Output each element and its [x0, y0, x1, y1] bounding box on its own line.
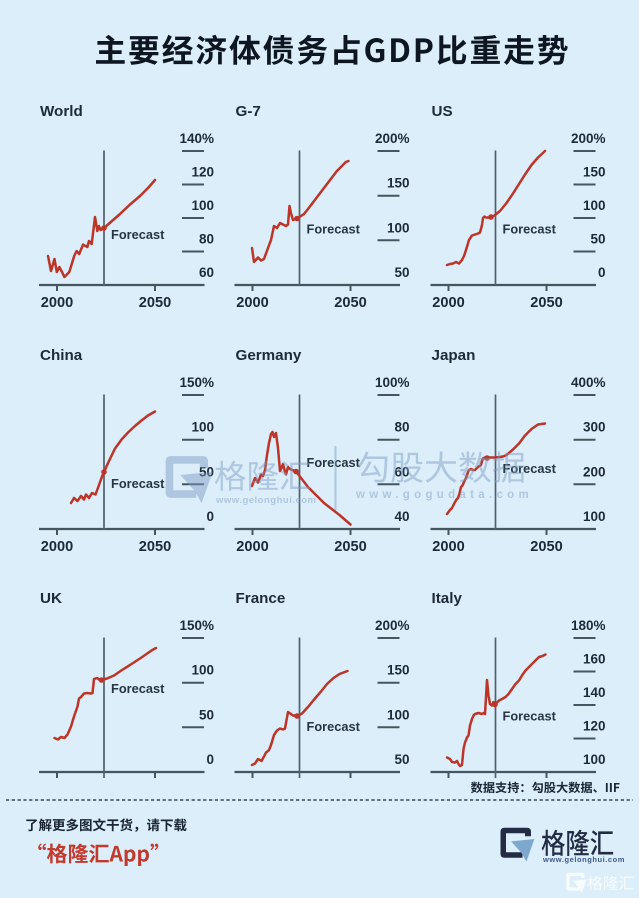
- svg-text:100: 100: [387, 707, 410, 722]
- svg-text:2050: 2050: [139, 295, 171, 311]
- svg-text:2050: 2050: [334, 295, 366, 311]
- svg-text:40: 40: [394, 509, 409, 524]
- svg-text:50: 50: [199, 464, 214, 479]
- svg-text:50: 50: [394, 265, 409, 280]
- svg-text:World: World: [40, 103, 83, 120]
- svg-text:100: 100: [583, 509, 606, 524]
- svg-text:2000: 2000: [41, 539, 73, 555]
- svg-text:80: 80: [199, 232, 214, 247]
- svg-text:France: France: [236, 590, 286, 607]
- svg-text:50: 50: [394, 752, 409, 767]
- svg-text:Forecast: Forecast: [307, 222, 361, 237]
- svg-text:2050: 2050: [139, 539, 171, 555]
- svg-text:60: 60: [199, 265, 214, 280]
- svg-text:150: 150: [387, 176, 410, 191]
- svg-text:100: 100: [191, 198, 214, 213]
- svg-text:50: 50: [199, 707, 214, 722]
- svg-text:0: 0: [206, 752, 214, 767]
- svg-text:Italy: Italy: [432, 590, 463, 607]
- svg-text:140: 140: [583, 685, 606, 700]
- svg-text:www.gelonghui.com: www.gelonghui.com: [215, 495, 317, 506]
- svg-text:Germany: Germany: [236, 347, 302, 364]
- svg-text:2000: 2000: [432, 295, 464, 311]
- svg-text:2050: 2050: [334, 539, 366, 555]
- svg-text:150%: 150%: [179, 618, 214, 633]
- svg-text:Japan: Japan: [432, 347, 476, 364]
- svg-text:Forecast: Forecast: [307, 455, 361, 470]
- svg-text:2050: 2050: [530, 539, 562, 555]
- svg-text:UK: UK: [40, 590, 62, 607]
- svg-text:Forecast: Forecast: [503, 222, 557, 237]
- svg-text:200: 200: [583, 464, 606, 479]
- svg-text:US: US: [432, 103, 453, 120]
- svg-text:Forecast: Forecast: [111, 476, 165, 491]
- svg-text:80: 80: [394, 420, 409, 435]
- svg-text:200%: 200%: [375, 618, 410, 633]
- svg-text:0: 0: [598, 265, 606, 280]
- svg-text:150%: 150%: [179, 375, 214, 390]
- svg-text:100: 100: [191, 420, 214, 435]
- svg-text:Forecast: Forecast: [111, 227, 165, 242]
- svg-text:120: 120: [191, 165, 214, 180]
- svg-text:60: 60: [394, 464, 409, 479]
- svg-text:120: 120: [583, 719, 606, 734]
- svg-text:100%: 100%: [375, 375, 410, 390]
- svg-text:150: 150: [583, 165, 606, 180]
- svg-text:200%: 200%: [571, 131, 606, 146]
- svg-text:Forecast: Forecast: [111, 681, 165, 696]
- svg-text:2050: 2050: [530, 295, 562, 311]
- svg-text:100: 100: [583, 198, 606, 213]
- svg-text:160: 160: [583, 652, 606, 667]
- svg-text:2000: 2000: [432, 539, 464, 555]
- svg-text:180%: 180%: [571, 618, 606, 633]
- svg-text:2000: 2000: [41, 295, 73, 311]
- svg-text:50: 50: [590, 232, 605, 247]
- svg-text:Forecast: Forecast: [307, 719, 361, 734]
- svg-text:2000: 2000: [236, 539, 268, 555]
- svg-text:2000: 2000: [236, 295, 268, 311]
- svg-text:100: 100: [583, 752, 606, 767]
- svg-text:140%: 140%: [179, 131, 214, 146]
- svg-text:100: 100: [387, 220, 410, 235]
- svg-text:100: 100: [191, 663, 214, 678]
- svg-text:400%: 400%: [571, 375, 606, 390]
- svg-text:China: China: [40, 347, 83, 364]
- svg-text:G-7: G-7: [236, 103, 261, 120]
- svg-text:300: 300: [583, 420, 606, 435]
- svg-text:200%: 200%: [375, 131, 410, 146]
- svg-text:Forecast: Forecast: [503, 709, 557, 724]
- svg-text:150: 150: [387, 663, 410, 678]
- svg-text:Forecast: Forecast: [503, 461, 557, 476]
- svg-text:www.gelonghui.com: www.gelonghui.com: [542, 855, 625, 864]
- svg-text:0: 0: [206, 509, 214, 524]
- svg-text:www.gogudata.com: www.gogudata.com: [355, 489, 533, 501]
